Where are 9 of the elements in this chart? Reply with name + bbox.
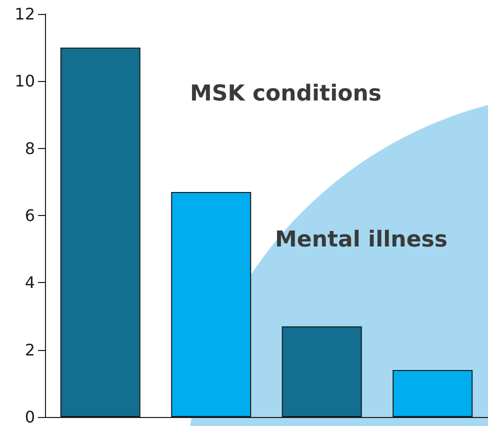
y-tick-label: 0 — [24, 408, 35, 426]
y-tick-label: 10 — [14, 72, 35, 91]
y-tick-label: 6 — [24, 206, 35, 225]
y-tick-label: 8 — [24, 138, 35, 158]
annotation: Mental illness — [275, 228, 448, 252]
y-tick-label: 4 — [24, 273, 35, 292]
y-tick-label: 2 — [24, 340, 35, 360]
y-tick-label: 12 — [14, 4, 35, 24]
annotation: MSK conditions — [190, 82, 382, 106]
